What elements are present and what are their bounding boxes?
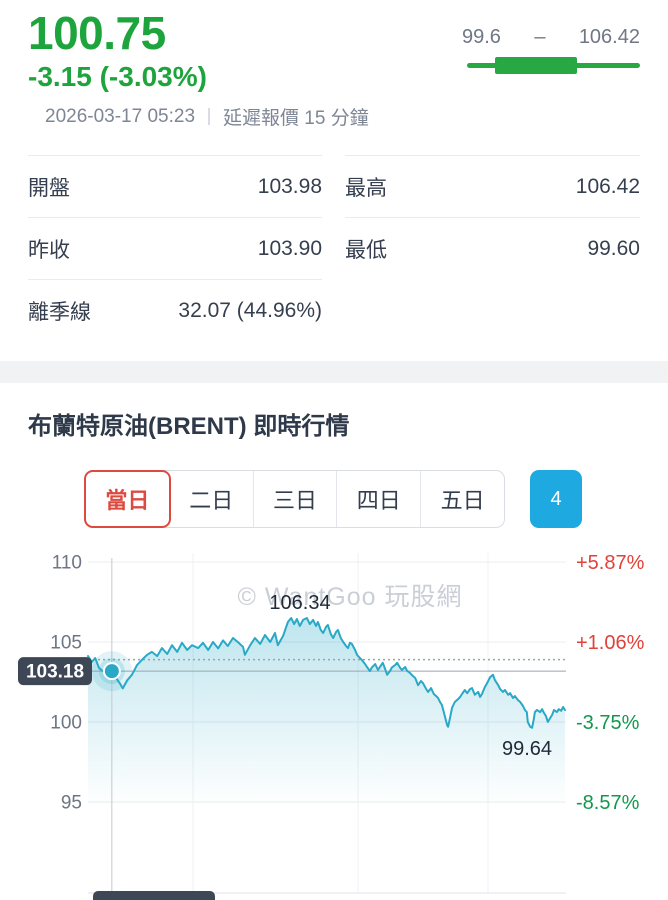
y-axis-labels: 110 105 100 95 [50, 553, 82, 814]
low-annotation: 99.64 [502, 738, 552, 760]
stat-value: 99.60 [587, 236, 640, 260]
price-chart[interactable]: © WantGoo 玩股網 110 105 100 95 +5.87% +1.0… [0, 545, 668, 900]
cursor-marker-dot [102, 662, 121, 681]
day-range-labels: 99.6 – 106.42 [462, 26, 640, 49]
stats-column-left: 開盤 103.98 昨收 103.90 離季線 32.07 (44.96%) [28, 155, 322, 341]
stat-label: 開盤 [28, 176, 70, 200]
right-axis-labels: +5.87% +1.06% -3.75% -8.57% [576, 552, 645, 814]
period-tabs: 當日 二日 三日 四日 五日 [84, 470, 505, 528]
meta-divider [208, 108, 211, 125]
stat-value: 103.98 [257, 174, 322, 198]
y-tick-110: 110 [52, 553, 82, 574]
range-candle-body [495, 57, 577, 74]
tab-day-1[interactable]: 當日 [84, 470, 171, 528]
range-candle-bar [467, 57, 640, 75]
y-tick-100: 100 [50, 713, 82, 734]
stat-row-prev-close: 昨收 103.90 [28, 217, 322, 279]
time-tooltip [93, 891, 215, 900]
range-high-label: 106.42 [578, 26, 640, 48]
y-tick-105: 105 [50, 633, 82, 654]
right-tick-2: +1.06% [576, 632, 645, 654]
price-tooltip: 103.18 [18, 657, 92, 686]
right-tick-3: -3.75% [576, 712, 640, 734]
range-low-label: 99.6 [462, 26, 501, 48]
price-line [87, 617, 566, 729]
price-value: 100.75 [28, 7, 166, 59]
price-tooltip-value: 103.18 [26, 662, 84, 683]
delay-note: 延遲報價 15 分鐘 [223, 108, 369, 129]
stat-label: 昨收 [28, 238, 70, 262]
chart-count-button[interactable]: 4 [530, 470, 582, 528]
stat-row-low: 最低 99.60 [345, 217, 640, 279]
stat-label: 最高 [345, 176, 387, 200]
tab-day-5[interactable]: 五日 [420, 471, 504, 527]
y-tick-95: 95 [61, 793, 82, 814]
tab-day-3[interactable]: 三日 [252, 471, 337, 527]
range-dash: – [534, 26, 546, 48]
right-tick-1: +5.87% [576, 552, 645, 574]
quote-timestamp: 2026-03-17 05:23 [45, 105, 196, 127]
stat-row-open: 開盤 103.98 [28, 155, 322, 217]
stats-column-right: 最高 106.42 最低 99.60 [345, 155, 640, 279]
section-divider-band [0, 361, 668, 383]
watermark: © WantGoo 玩股網 [238, 583, 463, 611]
quote-meta: 2026-03-17 05:23 延遲報價 15 分鐘 [45, 103, 369, 130]
stat-label: 離季線 [28, 300, 91, 324]
price-change: -3.15 (-3.03%) [28, 61, 207, 92]
stat-value: 32.07 (44.96%) [178, 298, 322, 322]
tab-day-2[interactable]: 二日 [189, 488, 234, 513]
stat-label: 最低 [345, 238, 387, 262]
chart-section-title: 布蘭特原油(BRENT) 即時行情 [28, 413, 350, 440]
stat-value: 103.90 [257, 236, 322, 260]
price-area [88, 618, 565, 807]
stat-value: 106.42 [575, 174, 640, 198]
right-tick-4: -8.57% [576, 792, 640, 814]
stat-row-high: 最高 106.42 [345, 155, 640, 217]
high-annotation: 106.34 [269, 592, 330, 614]
tab-day-4[interactable]: 四日 [336, 471, 420, 527]
stat-row-quarter-line-gap: 離季線 32.07 (44.96%) [28, 279, 322, 341]
